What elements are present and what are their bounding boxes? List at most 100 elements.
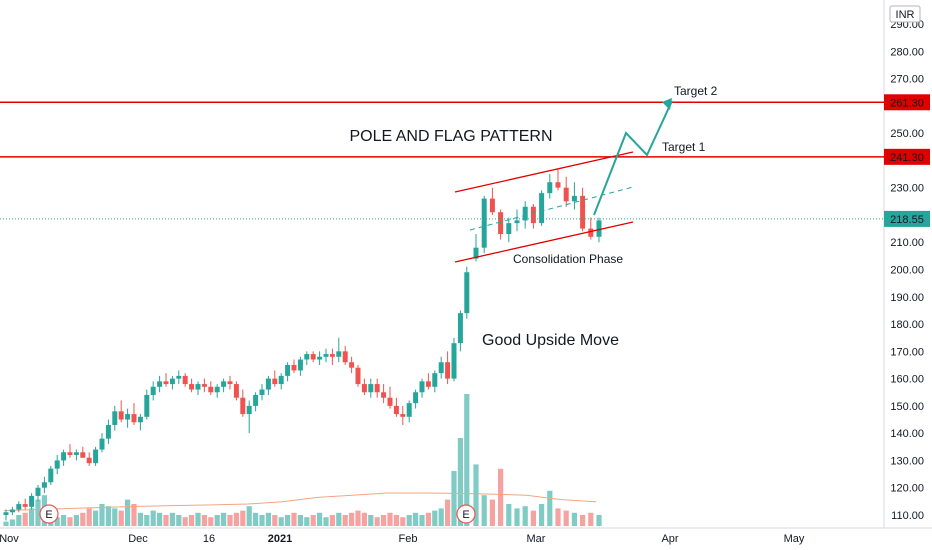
candle-body — [29, 495, 35, 507]
candle-body — [131, 414, 137, 423]
volume-bar — [73, 515, 79, 526]
candle-body — [259, 389, 265, 395]
candle-body — [419, 381, 425, 393]
candle-body — [221, 381, 227, 387]
price-level-tag — [884, 94, 930, 111]
volume-bar — [99, 504, 105, 526]
earnings-marker[interactable] — [39, 504, 59, 524]
volume-bar — [35, 499, 41, 526]
candle-body — [547, 182, 553, 194]
candle-body — [86, 457, 92, 464]
candle-body — [571, 195, 577, 202]
volume-bar — [297, 515, 303, 526]
candle-body — [498, 212, 504, 235]
candle-body — [514, 220, 520, 224]
volume-bar — [246, 506, 252, 526]
candle-body — [118, 411, 124, 420]
volume-bar — [451, 471, 457, 526]
candle-body — [208, 386, 214, 393]
candle-body — [73, 452, 79, 455]
volume-bar — [86, 508, 92, 526]
upside-move-label: Good Upside Move — [482, 332, 619, 349]
volume-bar — [137, 512, 143, 526]
candle-body — [555, 182, 561, 188]
y-tick-label: 110.00 — [891, 510, 924, 522]
candle-body — [3, 512, 9, 515]
candle-body — [67, 452, 73, 455]
volume-bar — [571, 512, 577, 526]
y-tick-label: 210.00 — [890, 237, 924, 249]
candle-body — [522, 206, 528, 221]
candle-body — [329, 354, 335, 357]
candle-body — [157, 381, 163, 387]
volume-bar — [317, 512, 323, 526]
volume-bar — [329, 515, 335, 526]
candle-body — [137, 416, 143, 423]
candle-body — [393, 405, 399, 415]
candle-body — [99, 438, 105, 450]
earnings-marker[interactable] — [456, 504, 476, 524]
volume-bar — [539, 504, 545, 526]
candle-body — [285, 364, 291, 376]
volume-bar — [514, 508, 520, 526]
candle-body — [457, 313, 463, 344]
volume-bar — [93, 510, 99, 526]
earnings-marker-label: E — [462, 509, 469, 521]
candle-body — [150, 386, 156, 395]
volume-bar — [150, 510, 156, 526]
x-tick-label: Nov — [0, 533, 19, 545]
x-tick-label: Dec — [128, 533, 148, 545]
candle-body — [48, 468, 54, 483]
candle-body — [35, 487, 41, 496]
volume-bar — [112, 508, 118, 526]
projection-path[interactable] — [593, 100, 673, 216]
candle-body — [16, 504, 22, 510]
candle-body — [265, 378, 271, 390]
candle-body — [473, 247, 479, 259]
x-tick-label: 16 — [203, 533, 215, 545]
candle-body — [297, 359, 303, 371]
candle-body — [240, 397, 246, 415]
candle-body — [163, 381, 169, 385]
y-tick-label: 120.00 — [890, 483, 924, 495]
consolidation-label: Consolidation Phase — [513, 252, 623, 266]
volume-bar — [22, 512, 28, 526]
candle-body — [413, 392, 419, 404]
volume-bar — [3, 521, 9, 526]
volume-bar — [80, 512, 86, 526]
candle-body — [400, 414, 406, 417]
volume-bar — [233, 512, 239, 526]
volume-bar — [195, 512, 201, 526]
candle-body — [9, 509, 15, 513]
volume-bar — [169, 512, 175, 526]
candle-body — [464, 272, 470, 314]
volume-bar — [464, 394, 470, 526]
volume-bar — [240, 510, 246, 526]
volume-bar — [355, 510, 361, 526]
y-tick-label: 190.00 — [890, 292, 924, 304]
volume-bar — [381, 515, 387, 526]
volume-bar — [498, 468, 504, 526]
candle-body — [41, 482, 47, 488]
volume-bar — [393, 515, 399, 526]
channel-upper-line[interactable] — [454, 151, 634, 193]
candle-body — [227, 381, 233, 385]
currency-badge[interactable] — [889, 5, 921, 23]
candle-body — [54, 460, 60, 469]
volume-bar — [278, 517, 284, 526]
channel-lower-line[interactable] — [454, 221, 634, 263]
candle-body — [438, 362, 444, 374]
target-2-label: Target 2 — [674, 84, 718, 98]
candle-body — [580, 195, 586, 229]
volume-bar — [555, 508, 561, 526]
x-tick-label: Apr — [661, 533, 678, 545]
volume-bar — [9, 519, 15, 526]
y-tick-label: 130.00 — [890, 455, 924, 467]
target-1-label: Target 1 — [662, 140, 706, 154]
volume-bar — [285, 515, 291, 526]
x-tick-label: Feb — [399, 533, 418, 545]
candle-body — [189, 384, 195, 390]
volume-bar — [105, 506, 111, 526]
channel-midline[interactable] — [469, 186, 634, 231]
